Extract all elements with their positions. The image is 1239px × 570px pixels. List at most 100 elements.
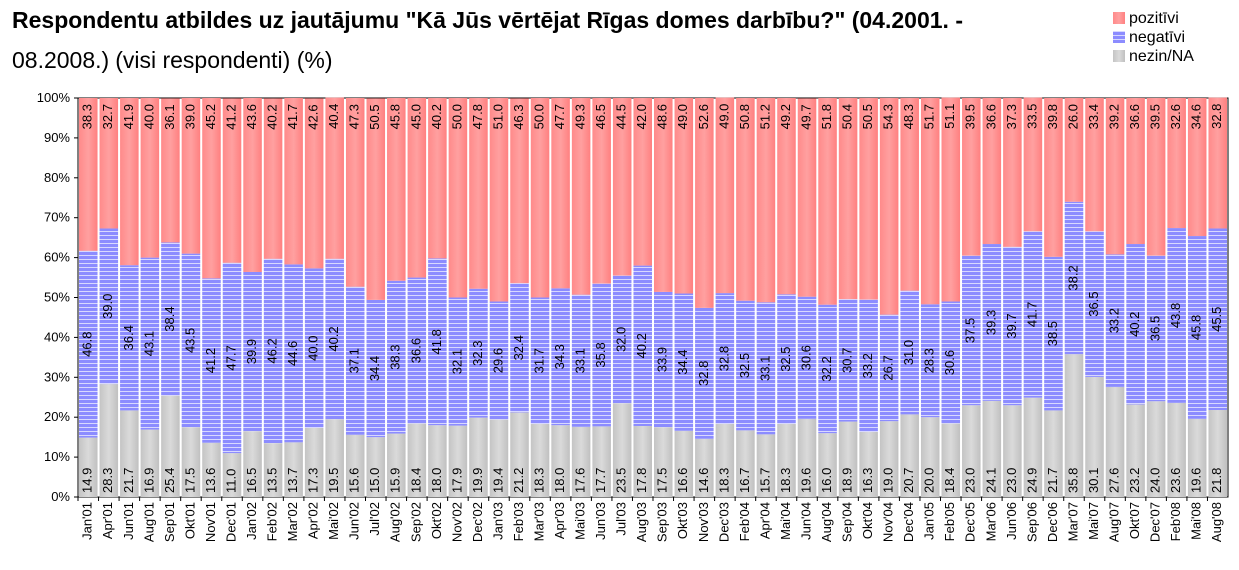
bar-segment xyxy=(366,98,386,300)
value-label: 15.9 xyxy=(388,468,403,493)
value-label: 49.3 xyxy=(573,104,588,129)
value-label: 24.9 xyxy=(1024,468,1039,493)
x-tick-label: Apr'01 xyxy=(100,502,115,539)
bar-segment xyxy=(592,283,611,427)
x-tick-label: Feb'02 xyxy=(265,502,280,541)
value-label: 30.1 xyxy=(1086,468,1101,493)
bar-segment xyxy=(1085,98,1104,232)
bar-segment xyxy=(551,288,570,426)
value-label: 33.2 xyxy=(1106,308,1121,333)
bar-segment xyxy=(510,283,529,413)
value-label: 48.6 xyxy=(655,104,670,129)
value-label: 23.6 xyxy=(1168,468,1183,493)
bar-segment xyxy=(920,417,940,497)
x-tick-label: Mai'02 xyxy=(326,502,341,540)
bar-segment xyxy=(797,296,817,419)
bar-segment xyxy=(1126,404,1145,497)
bar-segment xyxy=(736,300,755,431)
y-tick-label: 60% xyxy=(44,250,70,265)
value-label: 33.1 xyxy=(573,348,588,373)
bar-segment xyxy=(1023,231,1043,398)
value-label: 33.5 xyxy=(1024,104,1039,129)
y-tick-label: 30% xyxy=(44,369,70,384)
bar-segment xyxy=(120,265,139,411)
bar-segment xyxy=(941,301,961,424)
chart-title-note: (visi respondenti) (%) xyxy=(115,47,332,73)
x-tick-label: Aug'04 xyxy=(819,502,834,542)
bar-segment xyxy=(120,410,139,497)
bar-segment xyxy=(982,98,1002,245)
legend-swatch xyxy=(1113,31,1125,43)
value-label: 50.4 xyxy=(840,104,855,129)
value-label: 36.5 xyxy=(1148,316,1163,341)
bar-segment xyxy=(202,442,221,497)
bar-segment xyxy=(140,98,160,258)
bar-segment xyxy=(489,98,509,302)
value-label: 33.2 xyxy=(860,353,875,378)
value-label: 34.6 xyxy=(1189,104,1204,129)
x-tick-label: Okt'01 xyxy=(182,502,197,539)
bar-segment xyxy=(387,280,406,434)
value-label: 16.7 xyxy=(737,468,752,493)
value-label: 15.0 xyxy=(367,468,382,493)
value-label: 19.0 xyxy=(881,468,896,493)
x-tick-label: Feb'03 xyxy=(511,502,526,541)
bar-segment xyxy=(1187,236,1207,419)
bar-segment xyxy=(387,98,406,281)
bar-segment xyxy=(1064,98,1084,202)
y-tick-label: 20% xyxy=(44,409,70,424)
bar-segment xyxy=(674,430,694,497)
x-tick-label: Mar'06 xyxy=(983,502,998,541)
bar-segment xyxy=(366,299,386,438)
value-label: 37.5 xyxy=(963,318,978,343)
bar-segment xyxy=(756,434,776,497)
value-label: 24.0 xyxy=(1148,468,1163,493)
value-label: 26.0 xyxy=(1065,104,1080,129)
bar-segment xyxy=(325,97,344,259)
value-label: 49.7 xyxy=(798,104,813,129)
value-label: 39.9 xyxy=(244,339,259,364)
value-label: 20.0 xyxy=(922,468,937,493)
bar-segment xyxy=(900,290,919,415)
y-tick-label: 10% xyxy=(44,449,70,464)
x-tick-label: Aug'08 xyxy=(1209,502,1224,542)
bar-segment xyxy=(941,423,961,497)
value-label: 54.3 xyxy=(881,104,896,129)
value-label: 45.8 xyxy=(1189,315,1204,340)
bar-segment xyxy=(469,417,488,497)
value-label: 39.5 xyxy=(963,104,978,129)
bar-segment xyxy=(1023,97,1043,232)
bar-segment xyxy=(366,437,386,497)
value-label: 21.8 xyxy=(1209,468,1224,493)
bar-segment xyxy=(879,421,899,497)
value-label: 28.3 xyxy=(922,348,937,373)
bar-segment xyxy=(654,98,673,292)
bar-segment xyxy=(551,98,570,289)
value-label: 16.9 xyxy=(141,468,156,493)
x-tick-label: Okt'07 xyxy=(1127,502,1142,539)
x-tick-label: Mai'04 xyxy=(778,502,793,540)
bar-segment xyxy=(612,275,632,404)
value-label: 48.3 xyxy=(901,104,916,129)
value-label: 13.5 xyxy=(265,468,280,493)
bar-segment xyxy=(592,98,611,284)
value-label: 15.6 xyxy=(347,468,362,493)
chart-title: Respondentu atbildes uz jautājumu "Kā Jū… xyxy=(12,7,963,33)
bar-segment xyxy=(715,423,735,497)
bar-segment xyxy=(571,98,591,295)
x-tick-label: Dec'05 xyxy=(963,502,978,542)
bar-segment xyxy=(674,293,694,431)
value-label: 14.9 xyxy=(80,468,95,493)
value-label: 18.0 xyxy=(429,468,444,493)
value-label: 32.8 xyxy=(716,346,731,371)
x-tick-label: Apr'02 xyxy=(306,502,321,539)
value-label: 17.8 xyxy=(634,468,649,493)
value-label: 50.5 xyxy=(860,104,875,129)
x-tick-label: Okt'02 xyxy=(429,502,444,539)
bar-segment xyxy=(1105,386,1125,497)
value-label: 43.5 xyxy=(182,328,197,353)
value-label: 34.4 xyxy=(367,356,382,381)
value-label: 49.2 xyxy=(778,104,793,129)
bar-segment xyxy=(736,430,755,497)
value-label: 50.8 xyxy=(737,104,752,129)
